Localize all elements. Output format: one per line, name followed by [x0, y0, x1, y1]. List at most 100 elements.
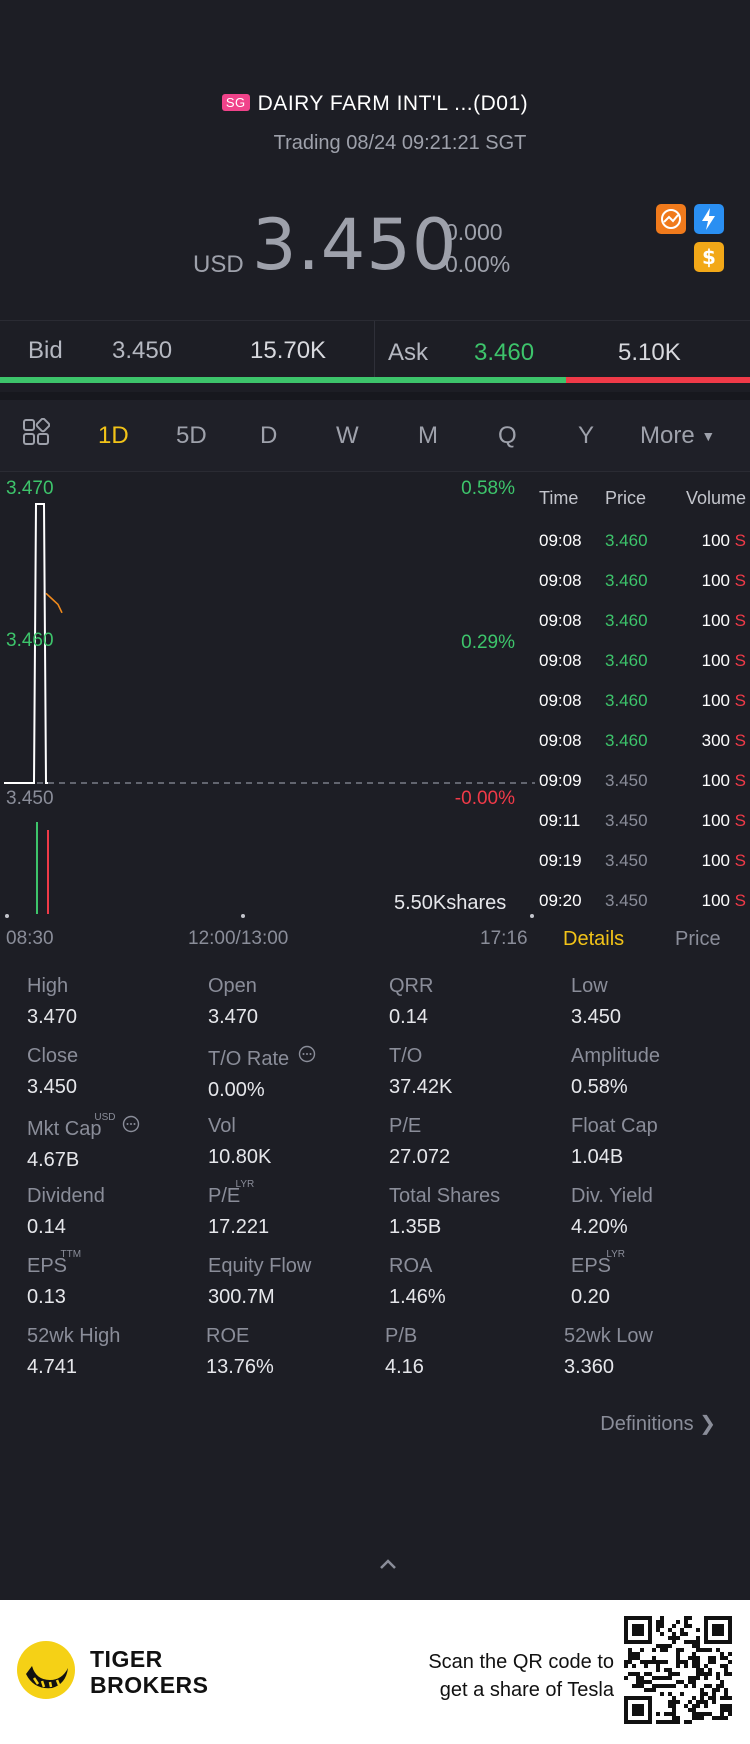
qr-module: [664, 1684, 668, 1688]
stat-value: 3.450: [27, 1076, 78, 1098]
qr-module: [692, 1680, 696, 1684]
qr-module: [684, 1624, 688, 1628]
trade-price: 3.460: [605, 531, 648, 550]
tab-w[interactable]: W: [336, 422, 359, 449]
qr-module: [704, 1648, 708, 1652]
qr-module: [648, 1672, 652, 1676]
qr-module: [728, 1660, 732, 1664]
dollar-icon[interactable]: $: [694, 242, 724, 272]
tab-y[interactable]: Y: [578, 422, 595, 449]
trade-row: 09:08 3.460 100 S: [535, 691, 750, 731]
stat-item: Div. Yield 4.20%: [571, 1185, 750, 1239]
qr-module: [696, 1712, 700, 1716]
qr-module: [676, 1636, 680, 1640]
qr-module: [676, 1660, 680, 1664]
scan-promo-text: Scan the QR code to get a share of Tesla: [428, 1648, 614, 1704]
stat-item: Total Shares 1.35B: [389, 1185, 569, 1239]
qr-module: [632, 1664, 636, 1668]
qr-module: [660, 1644, 664, 1648]
qr-module: [700, 1648, 704, 1652]
qr-module: [712, 1624, 724, 1636]
qr-module: [684, 1640, 688, 1644]
trade-volume: 100: [701, 611, 730, 630]
y-tick-right-1: 0.29%: [461, 632, 515, 653]
intraday-chart[interactable]: 3.470 3.460 3.450 0.58% 0.29% -0.00% 5.5…: [0, 472, 535, 962]
tab-1d[interactable]: 1D: [98, 422, 129, 449]
info-icon[interactable]: [122, 1115, 140, 1138]
definitions-label: Definitions: [600, 1413, 694, 1435]
qr-module: [640, 1680, 644, 1684]
stat-label: EPS LYR: [571, 1249, 625, 1278]
market-badge: SG: [221, 94, 250, 111]
qr-module: [720, 1664, 724, 1668]
x-tick-1: 12:00/13:00: [188, 928, 289, 949]
tab-m[interactable]: M: [418, 422, 438, 449]
tab-more[interactable]: More ▼: [640, 422, 715, 450]
qr-module: [632, 1656, 636, 1660]
layout-grid-icon[interactable]: [22, 417, 51, 453]
stat-label: 52wk Low: [564, 1325, 653, 1348]
trade-volume: 100: [701, 811, 730, 830]
promo-footer[interactable]: TIGER BROKERS Scan the QR code to get a …: [0, 1600, 750, 1744]
qr-module: [720, 1708, 724, 1712]
qr-module: [676, 1656, 680, 1660]
qr-module: [708, 1672, 712, 1676]
subtab-details[interactable]: Details: [563, 928, 625, 950]
qr-module: [660, 1616, 664, 1620]
qr-module: [712, 1700, 716, 1704]
bid-price: 3.450: [112, 337, 173, 364]
trade-price: 3.460: [605, 691, 648, 710]
time-and-sales[interactable]: Time Price Volume 09:08 3.460 100 S 09:08 3.4…: [535, 472, 750, 912]
lightning-icon[interactable]: [694, 204, 724, 234]
x-tick-2: 17:16: [480, 928, 528, 949]
scan-line-1: Scan the QR code to: [428, 1651, 614, 1673]
qr-module: [652, 1660, 656, 1664]
stat-label: Vol: [208, 1115, 236, 1138]
stat-label-text: EPS: [27, 1255, 68, 1277]
qr-module: [676, 1648, 680, 1652]
qr-module: [696, 1656, 700, 1660]
qr-module: [704, 1664, 708, 1668]
stat-value: 0.13: [27, 1286, 66, 1308]
qr-module: [720, 1704, 724, 1708]
bid-ratio-bar: [0, 377, 567, 383]
qr-module: [660, 1620, 664, 1624]
qr-module: [688, 1680, 692, 1684]
qr-module: [684, 1660, 688, 1664]
qr-module: [624, 1676, 628, 1680]
qr-module: [692, 1676, 696, 1680]
stat-value: 300.7M: [208, 1286, 275, 1308]
collapse-caret-icon[interactable]: [365, 1548, 411, 1578]
qr-module: [640, 1684, 644, 1688]
stat-label: QRR: [389, 975, 433, 998]
stat-label: Equity Flow: [208, 1255, 311, 1278]
definitions-link[interactable]: Definitions ❯: [600, 1411, 716, 1436]
qr-module: [652, 1676, 656, 1680]
qr-module: [696, 1640, 700, 1644]
stat-label-text: 52wk Low: [564, 1325, 653, 1347]
tab-q[interactable]: Q: [498, 422, 517, 449]
qr-module: [688, 1616, 692, 1620]
trade-side: S: [734, 691, 746, 710]
subtab-price[interactable]: Price: [675, 928, 721, 950]
stock-title[interactable]: SG DAIRY FARM INT'L ...(D01): [0, 92, 750, 116]
tab-d[interactable]: D: [260, 422, 278, 449]
trend-icon[interactable]: [656, 204, 686, 234]
qr-module: [708, 1696, 712, 1700]
stat-label: P/E LYR: [208, 1179, 254, 1208]
qr-module: [684, 1704, 688, 1708]
qr-module: [688, 1708, 692, 1712]
qr-module: [716, 1672, 720, 1676]
qr-module: [656, 1620, 660, 1624]
stat-label-text: EPS: [571, 1255, 612, 1277]
qr-module: [656, 1684, 660, 1688]
tab-5d[interactable]: 5D: [176, 422, 207, 449]
info-icon[interactable]: [298, 1045, 316, 1068]
qr-module: [700, 1668, 704, 1672]
qr-module: [692, 1656, 696, 1660]
trade-side: S: [734, 571, 746, 590]
qr-module: [636, 1656, 640, 1660]
y-tick-left-2: 3.450: [6, 788, 54, 809]
qr-module: [688, 1700, 692, 1704]
qr-module: [696, 1668, 700, 1672]
